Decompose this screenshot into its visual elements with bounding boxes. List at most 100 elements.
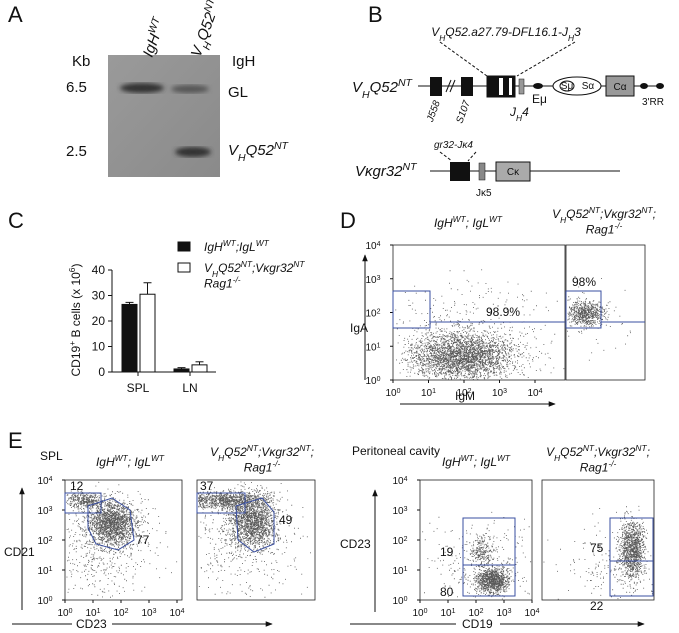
gate: [87, 497, 135, 551]
text-part: 1: [432, 388, 436, 395]
gate-label: 22: [590, 599, 604, 613]
axis-label: CD19: [462, 617, 493, 631]
text-part: IgH: [442, 455, 461, 469]
text-part: H: [212, 269, 219, 279]
events: [567, 276, 631, 361]
gel-band: [175, 147, 211, 157]
insert-label: gr32-Jκ4: [434, 140, 473, 151]
genotype-title: IgHWT; IgLWT: [434, 214, 503, 230]
axis-label: CD23: [340, 537, 371, 551]
bar: [191, 364, 208, 373]
text-part: B cells (x 10: [69, 272, 83, 341]
y-tick-label: 102: [392, 536, 407, 548]
bar: [139, 293, 156, 373]
x-tick-label: 104: [527, 388, 542, 400]
text-part: ;Vκgr32: [600, 207, 642, 221]
text-part: 3: [377, 274, 381, 281]
gel-band: [120, 83, 164, 93]
gate: [235, 497, 275, 553]
text-part: NT: [641, 205, 653, 215]
y-tick-label: 102: [37, 536, 52, 548]
size-label: 6.5: [66, 79, 87, 96]
enhancer: [640, 83, 648, 89]
gene-segment: [430, 77, 442, 96]
y-tick-label: 30: [92, 289, 106, 303]
text-part: NT: [403, 161, 419, 173]
text-part: NT: [247, 443, 259, 453]
text-part: WT: [453, 214, 467, 224]
locus-label: IgH: [232, 53, 255, 70]
text-part: 10: [365, 376, 377, 387]
text-part: IgH: [96, 455, 115, 469]
panel-letter: D: [340, 208, 356, 233]
x-tick-label: 102: [113, 608, 128, 620]
jh-segment: [518, 78, 525, 95]
legend-entry: VHQ52NT;Vκgr32NT Rag1-/-: [204, 259, 305, 291]
text-part: H: [516, 113, 523, 123]
text-part: -/-: [233, 275, 241, 285]
text-part: H: [554, 453, 561, 463]
panel-letter: E: [8, 428, 23, 453]
text-part: Q52.a27.79-DFL16.1-J: [445, 25, 569, 39]
text-part: 10: [37, 566, 49, 577]
text-part: ;: [653, 207, 656, 221]
panel-letter: B: [368, 2, 383, 27]
unit-label: Kb: [72, 53, 90, 70]
text-part: 4: [522, 105, 529, 119]
text-part: NT: [202, 0, 219, 14]
text-part: 3: [404, 506, 408, 513]
gate-label: 80: [440, 585, 454, 599]
constant-region: [495, 161, 531, 182]
x-tick-label: 102: [468, 608, 483, 620]
text-part: Rag1: [244, 461, 273, 475]
constant-region: [605, 75, 635, 97]
enhancer: [656, 83, 664, 89]
text-part: NT: [589, 205, 601, 215]
y-tick-label: 103: [365, 274, 380, 286]
text-part: WT: [461, 453, 475, 463]
events: [543, 505, 654, 600]
y-tick-label: 40: [92, 263, 106, 277]
bar: [173, 368, 190, 373]
gel-band: [171, 85, 209, 93]
segment-stripe: [499, 78, 503, 95]
text-part: ;: [311, 445, 314, 459]
text-part: Q52: [560, 445, 583, 459]
axis-label: CD23: [76, 617, 107, 631]
y-tick-label: 100: [37, 596, 52, 608]
events: [395, 269, 565, 380]
text-part: 10: [37, 596, 49, 607]
dashed-line: [439, 41, 488, 77]
text-part: Rag1: [586, 223, 615, 237]
gate: [462, 517, 516, 597]
text-part: 6: [67, 267, 77, 272]
text-part: 3: [153, 608, 157, 615]
text-part: ): [69, 264, 83, 268]
text-part: ;IgL: [236, 240, 256, 254]
y-tick-label: 104: [365, 241, 380, 253]
text-part: 2: [49, 536, 53, 543]
panel-b: B VHQ52.a27.79-DFL16.1-JH3 VHQ52NT Sμ Sα…: [352, 2, 664, 199]
panel-e: E SPL Peritoneal cavity IgHWT; IgLWT VHQ…: [4, 428, 650, 631]
text-part: H: [218, 453, 225, 463]
element-label: J558: [425, 99, 443, 124]
y-tick-label: 100: [365, 376, 380, 388]
text-part: 3: [574, 25, 581, 39]
text-part: ;Vκgr32: [252, 261, 294, 275]
jk-segment: [478, 162, 486, 181]
text-part: 4: [49, 476, 53, 483]
x-tick-label: 100: [412, 608, 427, 620]
gate-label: 98.9%: [486, 305, 520, 319]
lane-label: IgHWT: [138, 14, 170, 59]
x-tick-label: 101: [421, 388, 436, 400]
text-part: V: [204, 261, 213, 275]
segment-stripe: [509, 78, 512, 95]
x-tick-label: 101: [440, 608, 455, 620]
text-part: NT: [299, 443, 311, 453]
y-tick-label: 100: [392, 596, 407, 608]
text-part: NT: [635, 443, 647, 453]
y-tick-label: 10: [92, 340, 106, 354]
text-part: 10: [385, 388, 397, 399]
dashed-line: [467, 151, 477, 162]
y-tick-label: 104: [37, 476, 52, 488]
